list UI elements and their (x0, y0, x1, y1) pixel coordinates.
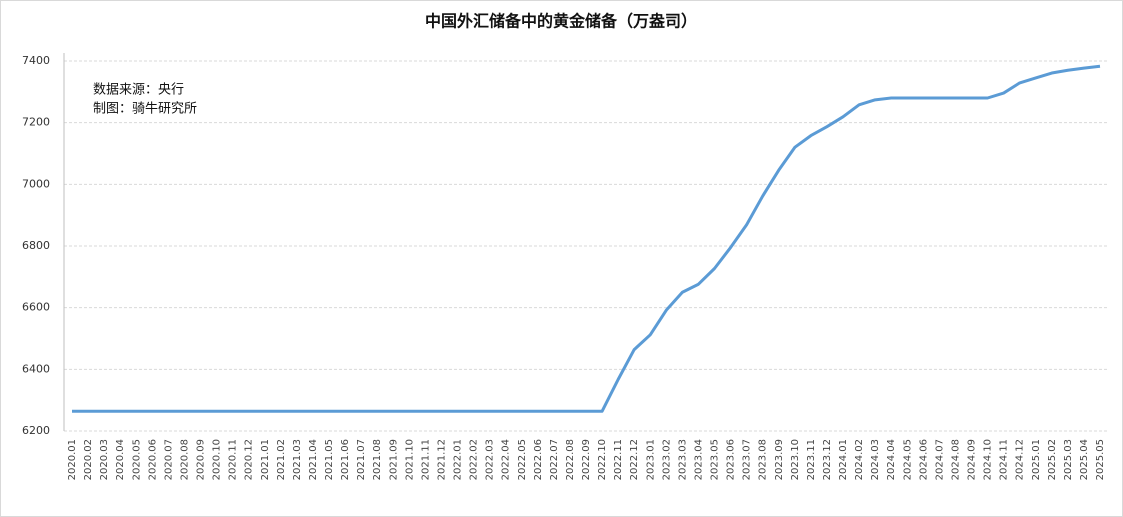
x-tick-label: 2025.03 (1063, 439, 1074, 480)
x-tick-label: 2025.02 (1047, 439, 1058, 480)
x-tick-label: 2020.08 (179, 439, 190, 480)
y-tick-label: 6600 (22, 301, 50, 314)
data-line (72, 64, 1101, 413)
x-tick-label: 2023.05 (710, 439, 721, 480)
x-tick-label: 2025.01 (1031, 439, 1042, 480)
y-tick-label: 6800 (22, 239, 50, 252)
y-tick-label: 7200 (22, 116, 50, 129)
y-tick-label: 7400 (22, 54, 50, 67)
x-tick-label: 2023.12 (822, 439, 833, 480)
x-tick-label: 2021.03 (292, 439, 303, 480)
x-tick-label: 2021.01 (260, 439, 271, 480)
y-tick-label: 6400 (22, 362, 50, 375)
x-tick-label: 2022.04 (501, 439, 512, 480)
x-tick-label: 2023.06 (726, 439, 737, 480)
x-tick-label: 2023.11 (806, 439, 817, 480)
x-tick-label: 2021.09 (388, 439, 399, 480)
x-tick-label: 2021.04 (308, 439, 319, 480)
x-tick-label: 2021.12 (436, 439, 447, 480)
x-tick-label: 2021.07 (356, 439, 367, 480)
chart-title: 中国外汇储备中的黄金储备（万盎司） (425, 12, 697, 31)
x-tick-label: 2020.05 (131, 439, 142, 480)
x-tick-label: 2020.06 (147, 439, 158, 480)
x-tick-label: 2023.10 (790, 439, 801, 480)
x-tick-label: 2021.08 (372, 439, 383, 480)
x-tick-label: 2024.05 (902, 439, 913, 480)
x-tick-label: 2022.05 (517, 439, 528, 480)
x-tick-label: 2021.11 (420, 439, 431, 480)
x-tick-label: 2024.08 (950, 439, 961, 480)
x-tick-label: 2022.07 (549, 439, 560, 480)
y-tick-label: 7000 (22, 177, 50, 190)
x-tick-label: 2020.12 (244, 439, 255, 480)
x-tick-label: 2022.09 (581, 439, 592, 480)
x-tick-label: 2023.09 (774, 439, 785, 480)
x-tick-label: 2021.05 (324, 439, 335, 480)
x-tick-label: 2020.01 (67, 439, 78, 480)
x-tick-label: 2022.08 (565, 439, 576, 480)
x-tick-label: 2020.09 (196, 439, 207, 480)
x-tick-label: 2021.02 (276, 439, 287, 480)
x-tick-label: 2024.07 (934, 439, 945, 480)
x-tick-label: 2022.01 (453, 439, 464, 480)
x-tick-label: 2021.10 (404, 439, 415, 480)
x-tick-label: 2020.11 (228, 439, 239, 480)
y-tick-label: 6200 (22, 424, 50, 437)
x-tick-label: 2021.06 (340, 439, 351, 480)
x-tick-label: 2022.03 (485, 439, 496, 480)
x-tick-label: 2022.02 (469, 439, 480, 480)
x-tick-label: 2023.02 (661, 439, 672, 480)
x-tick-label: 2023.08 (758, 439, 769, 480)
x-tick-label: 2024.03 (870, 439, 881, 480)
x-tick-label: 2025.04 (1079, 439, 1090, 480)
x-tick-label: 2024.06 (918, 439, 929, 480)
x-tick-label: 2024.10 (983, 439, 994, 480)
x-tick-label: 2020.02 (83, 439, 94, 480)
x-tick-label: 2023.01 (645, 439, 656, 480)
x-tick-label: 2023.03 (677, 439, 688, 480)
x-tick-label: 2020.03 (99, 439, 110, 480)
x-tick-label: 2024.11 (999, 439, 1010, 480)
x-tick-label: 2023.07 (742, 439, 753, 480)
x-tick-label: 2022.12 (629, 439, 640, 480)
x-tick-label: 2022.10 (597, 439, 608, 480)
x-tick-label: 2024.09 (967, 439, 978, 480)
x-tick-label: 2020.07 (163, 439, 174, 480)
annotation: 数据来源：央行 (93, 83, 184, 98)
x-tick-label: 2024.02 (854, 439, 865, 480)
x-tick-label: 2024.01 (838, 439, 849, 480)
x-tick-label: 2024.12 (1015, 439, 1026, 480)
x-tick-label: 2025.05 (1095, 439, 1106, 480)
x-tick-label: 2024.04 (886, 439, 897, 480)
x-tick-label: 2023.04 (693, 439, 704, 480)
x-tick-label: 2020.04 (115, 439, 126, 480)
x-tick-label: 2022.06 (533, 439, 544, 480)
annotation: 制图：骑牛研究所 (93, 102, 197, 117)
x-tick-label: 2020.10 (212, 439, 223, 480)
x-tick-label: 2022.11 (613, 439, 624, 480)
